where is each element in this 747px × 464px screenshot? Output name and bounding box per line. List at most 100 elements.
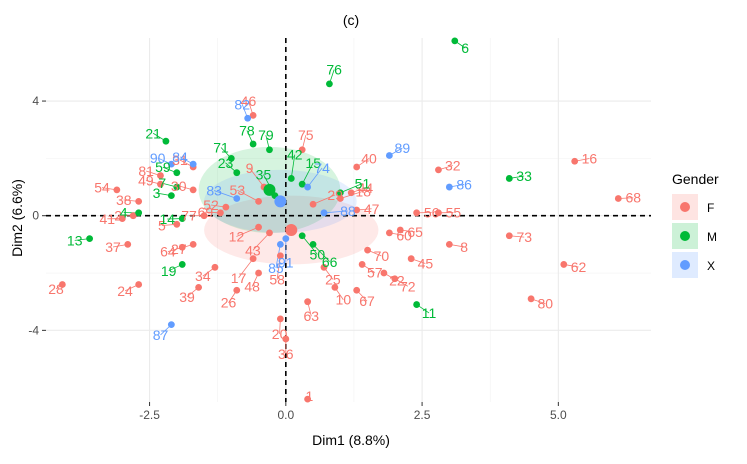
data-point-68 bbox=[615, 195, 622, 202]
legend-marker-M bbox=[680, 231, 690, 241]
x-axis-label: Dim1 (8.8%) bbox=[312, 432, 390, 448]
data-point-52 bbox=[222, 204, 229, 211]
centroid-F bbox=[285, 224, 297, 236]
point-label-67: 67 bbox=[359, 293, 375, 309]
point-label-25: 25 bbox=[325, 271, 341, 287]
point-label-14: 14 bbox=[159, 211, 175, 227]
data-point-11 bbox=[413, 301, 420, 308]
legend-label-M: M bbox=[707, 230, 717, 244]
x-tick-label: 0.0 bbox=[277, 408, 294, 422]
point-label-54: 54 bbox=[94, 180, 110, 196]
point-label-1: 1 bbox=[305, 388, 313, 404]
centroid-M bbox=[263, 184, 275, 196]
point-label-39: 39 bbox=[179, 289, 195, 305]
point-label-89: 89 bbox=[395, 140, 411, 156]
data-point-48 bbox=[255, 270, 262, 277]
point-label-36: 36 bbox=[278, 346, 294, 362]
point-label-69: 69 bbox=[198, 204, 214, 220]
data-point-86 bbox=[446, 184, 453, 191]
data-point-38 bbox=[135, 198, 142, 205]
data-point-40 bbox=[353, 164, 360, 171]
point-label-4: 4 bbox=[120, 205, 128, 221]
legend-label-F: F bbox=[707, 201, 714, 215]
point-label-86: 86 bbox=[456, 176, 472, 192]
data-point-13 bbox=[86, 235, 93, 242]
data-point-26 bbox=[233, 287, 240, 294]
data-point-8 bbox=[446, 241, 453, 248]
point-label-70: 70 bbox=[374, 248, 390, 264]
data-point-39 bbox=[195, 284, 202, 291]
point-label-30: 30 bbox=[171, 178, 187, 194]
point-label-11: 11 bbox=[422, 305, 437, 321]
data-point-82 bbox=[244, 115, 251, 122]
point-label-10: 10 bbox=[336, 292, 352, 308]
point-label-33: 33 bbox=[516, 168, 532, 184]
point-label-63: 63 bbox=[304, 308, 320, 324]
point-label-45: 45 bbox=[418, 256, 434, 272]
data-point-60 bbox=[386, 229, 393, 236]
data-point-30 bbox=[190, 187, 197, 194]
point-label-40: 40 bbox=[361, 150, 377, 166]
point-label-91: 91 bbox=[278, 255, 294, 271]
point-label-23: 23 bbox=[218, 155, 234, 171]
point-label-62: 62 bbox=[571, 259, 587, 275]
point-label-76: 76 bbox=[326, 62, 342, 78]
data-point-43 bbox=[266, 229, 273, 236]
point-label-72: 72 bbox=[400, 278, 416, 294]
point-label-53: 53 bbox=[230, 182, 246, 198]
data-point-20 bbox=[277, 315, 284, 322]
point-label-48: 48 bbox=[244, 279, 260, 295]
data-point-80 bbox=[528, 295, 535, 302]
data-point-84 bbox=[190, 161, 197, 168]
y-tick-label: 0 bbox=[32, 209, 39, 223]
point-label-64: 64 bbox=[160, 244, 176, 260]
data-point-33 bbox=[506, 175, 513, 182]
point-label-87: 87 bbox=[153, 327, 169, 343]
point-label-47: 47 bbox=[364, 201, 380, 217]
data-point-78 bbox=[250, 141, 257, 148]
data-point-45 bbox=[408, 255, 415, 262]
data-point-59 bbox=[173, 169, 180, 176]
point-label-37: 37 bbox=[105, 239, 121, 255]
data-point-42 bbox=[288, 175, 295, 182]
centroid-X bbox=[274, 195, 286, 207]
data-point-74 bbox=[304, 184, 311, 191]
data-point-6 bbox=[451, 37, 458, 44]
legend-marker-X bbox=[680, 260, 690, 270]
point-label-43: 43 bbox=[245, 242, 261, 258]
point-label-24: 24 bbox=[117, 283, 133, 299]
point-label-21: 21 bbox=[145, 125, 161, 141]
point-label-8: 8 bbox=[460, 239, 468, 255]
point-label-80: 80 bbox=[538, 296, 554, 312]
data-point-57 bbox=[359, 261, 366, 268]
point-label-16: 16 bbox=[582, 150, 598, 166]
point-label-84: 84 bbox=[172, 149, 188, 165]
point-label-57: 57 bbox=[367, 264, 383, 280]
point-label-65: 65 bbox=[407, 224, 423, 240]
point-label-19: 19 bbox=[161, 263, 177, 279]
data-point-85 bbox=[277, 241, 284, 248]
y-tick-label: 4 bbox=[32, 94, 39, 108]
point-label-66: 66 bbox=[322, 254, 338, 270]
data-point-50 bbox=[299, 232, 306, 239]
point-label-79: 79 bbox=[258, 127, 274, 143]
x-tick-label: 2.5 bbox=[414, 408, 431, 422]
data-point-91 bbox=[282, 235, 289, 242]
data-point-37 bbox=[124, 241, 131, 248]
data-point-73 bbox=[506, 232, 513, 239]
data-point-89 bbox=[386, 152, 393, 159]
y-tick-label: -4 bbox=[28, 323, 39, 337]
data-point-21 bbox=[163, 138, 170, 145]
legend-label-X: X bbox=[707, 259, 715, 273]
point-label-75: 75 bbox=[298, 127, 314, 143]
point-label-71: 71 bbox=[213, 140, 229, 156]
point-label-78: 78 bbox=[239, 122, 255, 138]
legend-marker-F bbox=[680, 202, 690, 212]
point-label-51: 51 bbox=[355, 175, 371, 191]
data-point-19 bbox=[179, 261, 186, 268]
point-label-77: 77 bbox=[181, 208, 197, 224]
data-point-44 bbox=[348, 189, 355, 196]
legend-title: Gender bbox=[672, 171, 719, 187]
